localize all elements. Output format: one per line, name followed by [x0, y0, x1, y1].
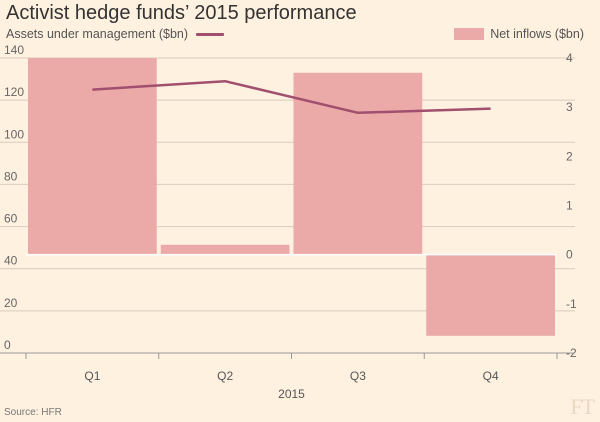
right-axis-tick-label: 2	[566, 149, 573, 163]
source-note: Source: HFR	[4, 407, 62, 418]
left-axis-tick-label: 20	[4, 296, 18, 310]
right-axis-tick-label: 0	[566, 248, 573, 262]
legend-net-inflows-label: Net inflows ($bn)	[490, 27, 584, 41]
ft-logo: FT	[570, 394, 595, 419]
legend-aum-line-swatch	[196, 32, 225, 36]
left-axis-tick-label: 0	[4, 338, 11, 352]
right-axis-tick-label: 3	[566, 100, 573, 114]
x-axis-category-label: Q1	[84, 369, 100, 383]
left-axis-tick-label: 120	[4, 85, 24, 99]
bar-net-inflows	[293, 72, 423, 255]
x-axis-label: 2015	[278, 387, 305, 401]
left-axis-tick-label: 140	[4, 43, 24, 57]
legend-net-inflows: Net inflows ($bn)	[454, 27, 584, 41]
left-axis-tick-label: 40	[4, 254, 18, 268]
legend-aum-label: Assets under management ($bn)	[6, 27, 189, 41]
right-axis-tick-label: -1	[566, 297, 577, 311]
legend-aum: Assets under management ($bn)	[6, 27, 225, 41]
chart-title: Activist hedge funds’ 2015 performance	[6, 2, 357, 24]
legend-net-inflows-swatch	[454, 28, 485, 40]
bar-net-inflows	[426, 254, 555, 336]
left-axis-tick-label: 60	[4, 212, 18, 226]
bar-net-inflows	[160, 244, 290, 255]
left-axis-tick-label: 80	[4, 169, 18, 183]
x-axis-category-label: Q4	[483, 369, 499, 383]
right-axis-tick-label: 4	[566, 51, 573, 65]
line-aum	[92, 79, 491, 115]
left-axis-tick-label: 100	[4, 127, 24, 141]
x-axis-category-label: Q2	[217, 369, 233, 383]
x-axis-category-label: Q3	[350, 369, 366, 383]
bar-net-inflows	[28, 58, 157, 255]
right-axis-tick-label: 1	[566, 199, 573, 213]
